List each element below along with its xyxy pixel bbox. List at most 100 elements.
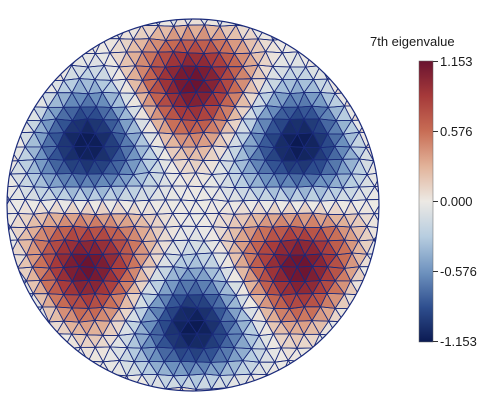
- mesh-edge: [383, 186, 398, 202]
- mesh-cell: [241, 386, 259, 391]
- mesh-cell: [373, 239, 379, 254]
- mesh-cell: [7, 267, 18, 282]
- mesh-cell: [72, 38, 89, 55]
- mesh-edge: [181, 0, 196, 13]
- mesh-edge: [233, 388, 253, 391]
- mesh-edge: [0, 173, 3, 187]
- mesh-cell: [343, 320, 360, 337]
- mesh-cell: [9, 105, 27, 122]
- mesh-edge: [79, 360, 96, 375]
- mesh-cell: [372, 146, 379, 162]
- mesh-cell: [126, 19, 143, 28]
- mesh-cell: [118, 387, 134, 391]
- mesh-cell: [366, 265, 379, 281]
- mesh-edges: [0, 0, 398, 391]
- mesh-edge: [381, 173, 397, 186]
- mesh-cell: [26, 78, 42, 93]
- colorbar-label-min: -1.153: [440, 334, 477, 349]
- mesh-edge: [63, 38, 82, 54]
- mesh-cell: [7, 145, 10, 162]
- mesh-edge: [241, 386, 259, 391]
- mesh-edge: [132, 387, 152, 391]
- mesh-cell: [7, 252, 11, 270]
- mesh-cell: [234, 388, 253, 391]
- mesh-edge: [150, 387, 167, 391]
- colorbar-title: 7th eigenvalue: [370, 34, 455, 49]
- mesh-cell: [218, 387, 236, 391]
- mesh-cell: [25, 306, 43, 322]
- mesh-cell: [94, 373, 112, 389]
- mesh-edge: [312, 346, 329, 363]
- mesh-edge: [7, 252, 11, 270]
- mesh-edge: [373, 239, 379, 255]
- mesh-cell: [7, 239, 11, 255]
- mesh-cell: [63, 347, 82, 363]
- mesh-cell: [101, 373, 120, 389]
- mesh-edge: [7, 120, 20, 134]
- mesh-cell: [180, 386, 197, 391]
- mesh-cell: [287, 24, 305, 41]
- mesh-edge: [41, 65, 57, 82]
- mesh-cell: [0, 187, 3, 202]
- mesh-edge: [272, 375, 290, 390]
- mesh-cell: [0, 201, 2, 214]
- mesh-cell: [281, 374, 299, 390]
- mesh-cell: [150, 387, 167, 391]
- mesh-cell: [272, 375, 290, 389]
- mesh-edge: [72, 38, 89, 55]
- mesh-edge: [196, 0, 213, 13]
- mesh-cell: [374, 252, 379, 269]
- mesh-cell: [157, 19, 175, 27]
- mesh-cell: [381, 173, 397, 186]
- mesh-edge: [166, 0, 182, 13]
- mesh-edge: [16, 91, 34, 108]
- mesh-cell: [118, 19, 135, 28]
- mesh-edge: [366, 279, 379, 296]
- mesh-cell: [56, 348, 74, 363]
- mesh-cell: [312, 346, 329, 363]
- mesh-cell: [366, 119, 379, 134]
- mesh-cell: [181, 0, 196, 13]
- mesh-edge: [118, 19, 135, 28]
- mesh-edge: [195, 388, 213, 391]
- mesh-cell: [281, 25, 298, 40]
- mesh-edge: [218, 386, 236, 391]
- mesh-cell: [196, 0, 213, 13]
- mesh-edge: [297, 39, 314, 53]
- mesh-cell: [7, 160, 12, 175]
- mesh-edge: [25, 78, 43, 94]
- mesh-edge: [9, 105, 27, 122]
- mesh-edge: [358, 294, 375, 310]
- mesh-edge: [383, 228, 397, 242]
- mesh-edge: [7, 267, 19, 282]
- mesh-cell: [383, 214, 397, 228]
- mesh-disk: [0, 0, 398, 391]
- mesh-edge: [358, 105, 376, 121]
- mesh-edge: [280, 25, 298, 40]
- mesh-cell: [87, 25, 103, 41]
- mesh-cell: [32, 320, 50, 336]
- mesh-edge: [101, 373, 120, 389]
- mesh-edge: [0, 201, 2, 214]
- mesh-cell: [225, 387, 243, 391]
- colorbar-label-mid-low: -0.576: [440, 264, 477, 279]
- mesh-edge: [55, 51, 73, 67]
- mesh-edge: [287, 24, 305, 41]
- mesh-edge: [7, 160, 12, 175]
- mesh-edge: [374, 252, 379, 269]
- mesh-cell: [133, 19, 150, 26]
- mesh-cell: [101, 25, 121, 40]
- mesh-cell: [110, 19, 128, 28]
- colorbar: 7th eigenvalue 1.153 0.576 0.000 -0.576 …: [370, 34, 477, 349]
- mesh-edge: [365, 119, 379, 135]
- mesh-cell: [358, 294, 375, 310]
- mesh-cell: [41, 65, 57, 82]
- mesh-edge: [319, 53, 338, 68]
- mesh-cell: [327, 335, 346, 350]
- mesh-edge: [383, 214, 397, 228]
- mesh-edge: [31, 320, 50, 336]
- mesh-cell: [203, 19, 221, 27]
- mesh-cell: [0, 173, 3, 187]
- mesh-edge: [210, 387, 227, 391]
